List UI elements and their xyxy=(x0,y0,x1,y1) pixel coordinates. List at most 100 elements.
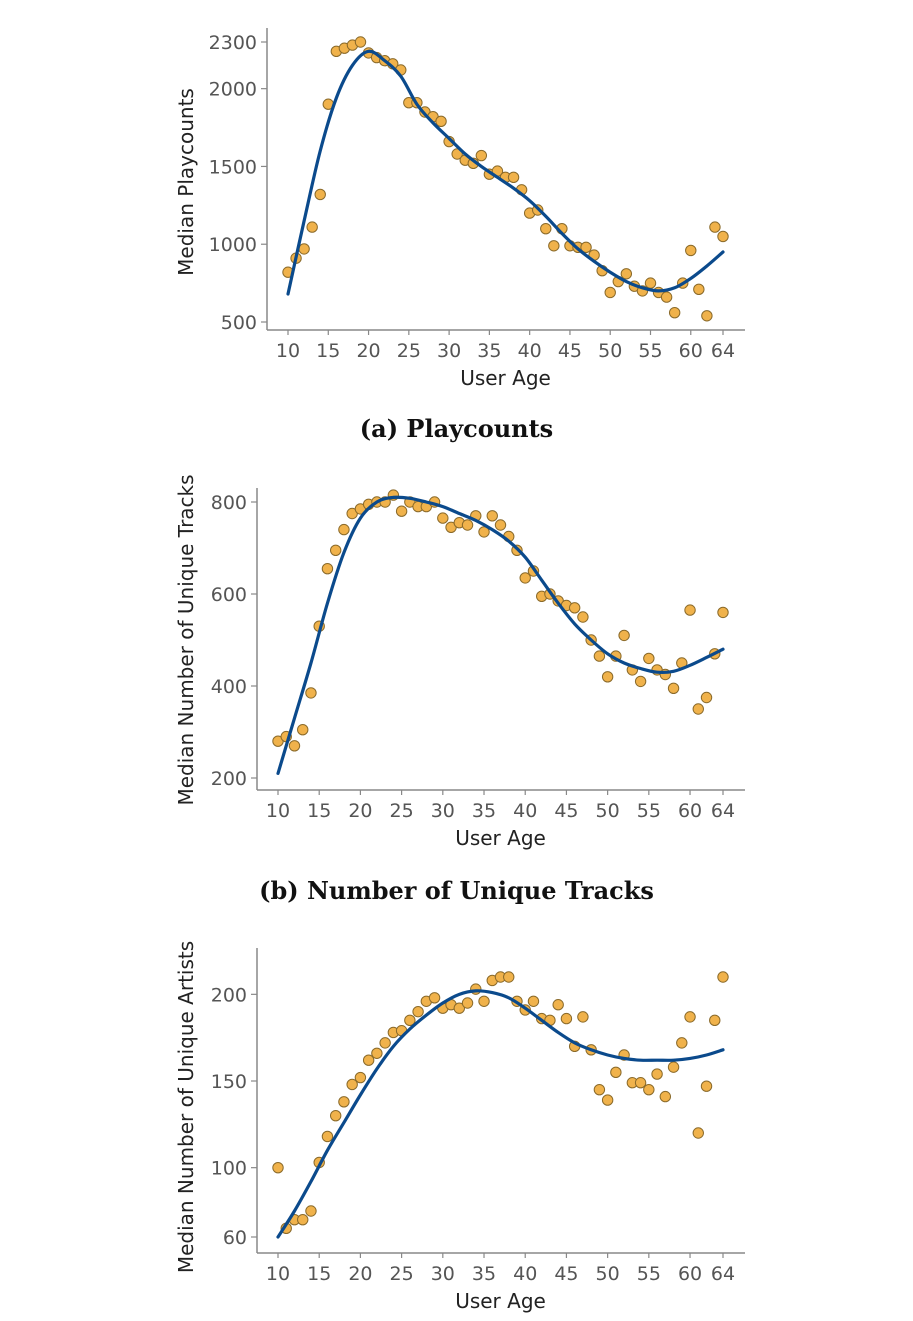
data-point xyxy=(717,606,729,619)
data-point xyxy=(297,1213,309,1226)
data-point xyxy=(475,149,488,162)
data-point xyxy=(684,1011,696,1023)
data-point xyxy=(329,544,342,557)
data-point xyxy=(486,510,498,522)
data-point xyxy=(362,1054,375,1066)
x-tick-label: 10 xyxy=(266,1263,290,1285)
x-tick-label: 20 xyxy=(356,340,380,362)
data-point xyxy=(684,604,696,616)
chart-panel-unique-tracks: 200 400 600 800 10 15 20 25 30 35 40 45 50 55 60 64 User… xyxy=(0,460,913,920)
x-tick-label: 20 xyxy=(348,800,372,822)
data-point xyxy=(667,1061,680,1073)
y-tick-label: 200 xyxy=(211,768,247,790)
x-tick-label: 15 xyxy=(307,800,331,822)
data-point xyxy=(651,1068,663,1080)
data-point xyxy=(676,1037,688,1049)
y-tick-label: 60 xyxy=(223,1227,247,1249)
data-point xyxy=(700,691,713,704)
x-tick-label: 40 xyxy=(518,340,542,362)
data-point xyxy=(354,1071,367,1084)
data-point xyxy=(298,243,310,255)
data-point xyxy=(644,277,657,289)
data-point xyxy=(577,611,589,623)
x-tick-label: 20 xyxy=(348,1263,372,1285)
data-point xyxy=(610,1066,622,1079)
data-point xyxy=(577,1011,589,1023)
y-tick-label: 600 xyxy=(211,584,247,606)
data-point xyxy=(580,241,592,254)
chart-caption: (b) Number of Unique Tracks xyxy=(259,876,654,905)
x-tick-label: 64 xyxy=(711,1263,735,1285)
data-point xyxy=(700,1080,713,1092)
x-tick-label: 50 xyxy=(596,1263,620,1285)
data-point xyxy=(379,1037,391,1049)
data-point xyxy=(272,1161,284,1174)
x-tick-label: 45 xyxy=(554,1263,578,1285)
data-point xyxy=(643,1083,655,1096)
x-axis-label: User Age xyxy=(455,1289,546,1313)
data-point xyxy=(692,703,704,715)
x-tick-label: 50 xyxy=(596,800,620,822)
y-tick-label: 100 xyxy=(211,1158,247,1180)
data-point xyxy=(685,244,697,257)
data-point xyxy=(371,1047,383,1059)
x-axis-label: User Age xyxy=(460,366,551,390)
x-tick-label: 15 xyxy=(307,1263,331,1285)
data-point xyxy=(593,1083,606,1096)
data-point xyxy=(660,291,673,303)
data-point xyxy=(338,523,350,536)
data-point xyxy=(338,1096,350,1108)
data-point xyxy=(412,1005,424,1018)
data-point xyxy=(548,240,560,252)
y-axis-label: Median Number of Unique Artists xyxy=(174,941,198,1273)
x-tick-label: 55 xyxy=(638,340,662,362)
y-tick-label: 800 xyxy=(211,492,247,514)
data-point xyxy=(354,36,367,48)
x-tick-label: 60 xyxy=(679,340,703,362)
y-tick-label: 2300 xyxy=(209,32,257,54)
data-point xyxy=(494,519,507,531)
data-point xyxy=(717,230,729,243)
x-tick-label: 35 xyxy=(477,340,501,362)
data-point xyxy=(478,995,490,1007)
data-point xyxy=(527,995,540,1007)
data-point xyxy=(428,992,441,1004)
chart-panel-unique-artists: 60 100 150 200 10 15 20 25 30 35 40 45 50 55 60 64 User … xyxy=(0,920,913,1320)
data-point xyxy=(552,999,564,1011)
y-axis-label: Median Playcounts xyxy=(174,88,198,276)
y-tick-label: 1000 xyxy=(209,234,257,256)
x-tick-label: 35 xyxy=(472,800,496,822)
chart-caption: (a) Playcounts xyxy=(359,414,554,443)
data-point xyxy=(461,519,474,531)
data-point xyxy=(453,1002,465,1014)
x-tick-label: 35 xyxy=(472,1263,496,1285)
data-point xyxy=(693,283,705,296)
x-tick-label: 55 xyxy=(637,800,661,822)
data-point xyxy=(321,1130,334,1143)
data-point xyxy=(667,682,680,695)
y-tick-label: 1500 xyxy=(209,156,257,178)
data-point xyxy=(717,971,729,983)
data-point xyxy=(701,310,713,322)
chart-playcounts: 500 1000 1500 2000 2300 10 15 20 25 30 35 40 45 50 55 6… xyxy=(174,28,745,390)
data-point xyxy=(306,221,318,233)
y-tick-label: 200 xyxy=(211,984,247,1006)
data-point xyxy=(601,671,614,683)
data-point xyxy=(593,650,606,662)
x-tick-label: 60 xyxy=(678,800,702,822)
data-point xyxy=(503,971,515,983)
x-tick-label: 50 xyxy=(598,340,622,362)
trend-line xyxy=(276,495,725,775)
x-tick-label: 30 xyxy=(431,800,455,822)
y-axis-label: Median Number of Unique Tracks xyxy=(174,474,198,805)
trend-line xyxy=(286,49,725,296)
data-point xyxy=(668,306,681,319)
data-point xyxy=(634,1077,647,1089)
x-tick-label: 40 xyxy=(513,800,537,822)
data-point xyxy=(404,1014,416,1027)
data-point xyxy=(709,1014,721,1027)
data-point xyxy=(451,148,463,160)
trend-line xyxy=(276,989,725,1239)
data-point xyxy=(604,286,616,299)
x-tick-label: 64 xyxy=(711,340,735,362)
